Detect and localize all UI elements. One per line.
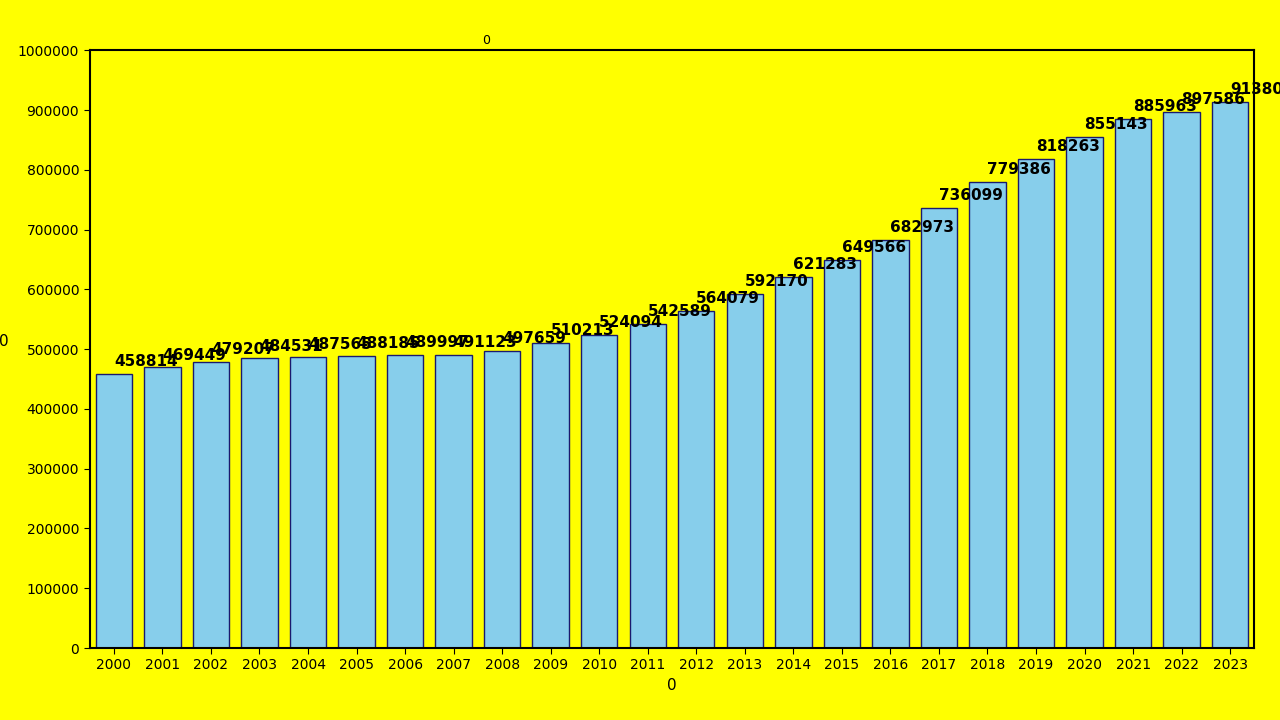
Text: 484531: 484531 [260, 338, 323, 354]
Text: 564079: 564079 [696, 291, 760, 306]
Bar [969, 182, 1006, 648]
Bar [823, 260, 860, 648]
Bar [776, 276, 812, 648]
Bar [435, 354, 472, 648]
Bar [920, 208, 957, 648]
Text: 497659: 497659 [502, 330, 566, 346]
Text: 489997: 489997 [404, 336, 468, 351]
Bar [193, 361, 229, 648]
Text: 736099: 736099 [940, 189, 1002, 203]
Text: 649566: 649566 [842, 240, 906, 255]
Bar [727, 294, 763, 648]
Bar [872, 240, 909, 648]
Text: 621283: 621283 [794, 257, 858, 272]
Text: 458814: 458814 [114, 354, 178, 369]
Text: 487565: 487565 [308, 337, 372, 352]
Text: 913806: 913806 [1230, 82, 1280, 97]
Text: 885963: 885963 [1133, 99, 1197, 114]
Bar [678, 311, 714, 648]
Y-axis label: 0: 0 [0, 334, 9, 349]
Bar [1018, 159, 1055, 648]
Text: 524094: 524094 [599, 315, 663, 330]
Bar [1066, 137, 1103, 648]
Text: 592170: 592170 [745, 274, 809, 289]
Text: 488185: 488185 [357, 336, 420, 351]
Bar [1164, 112, 1199, 648]
Bar [96, 374, 132, 648]
Bar [145, 367, 180, 648]
X-axis label: 0: 0 [667, 678, 677, 693]
Text: 682973: 682973 [891, 220, 955, 235]
Text: 479207: 479207 [211, 342, 275, 357]
Bar [484, 351, 521, 648]
Text: 0: 0 [481, 35, 490, 48]
Text: 469449: 469449 [163, 348, 227, 363]
Text: 818263: 818263 [1036, 139, 1100, 154]
Bar [289, 356, 326, 648]
Text: 779386: 779386 [987, 163, 1051, 177]
Text: 510213: 510213 [550, 323, 614, 338]
Text: 855143: 855143 [1084, 117, 1148, 132]
Text: 542589: 542589 [648, 304, 712, 319]
Bar [532, 343, 568, 648]
Bar [581, 335, 617, 648]
Bar [241, 359, 278, 648]
Text: 491123: 491123 [453, 335, 517, 350]
Bar [1115, 119, 1151, 648]
Bar [1212, 102, 1248, 648]
Text: 897586: 897586 [1181, 92, 1245, 107]
Bar [387, 355, 424, 648]
Bar [630, 324, 666, 648]
Bar [338, 356, 375, 648]
